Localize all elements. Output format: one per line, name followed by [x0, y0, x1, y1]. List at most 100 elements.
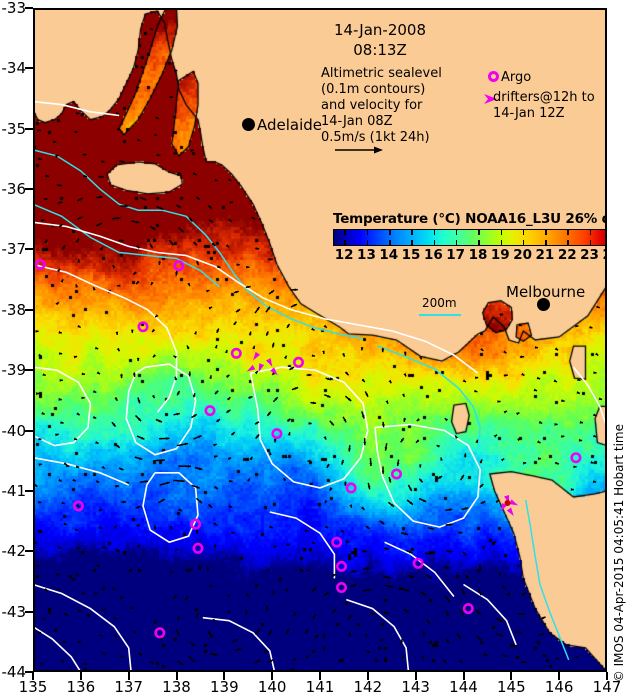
argo-float-marker [230, 347, 242, 359]
velocity-vector-head [323, 324, 327, 328]
argo-float-marker [335, 560, 347, 572]
velocity-vector-head [498, 572, 502, 576]
city-marker-adelaide [242, 118, 255, 131]
velocity-vector-head [76, 465, 80, 468]
velocity-vector-head [475, 376, 479, 380]
x-axis-tick [462, 672, 465, 680]
velocity-vector-head [385, 611, 389, 615]
velocity-vector-head [447, 598, 451, 602]
velocity-vector-head [149, 27, 153, 31]
velocity-vector-head [125, 204, 129, 208]
map-plot-area[interactable]: 14-Jan-2008 08:13Z Altimetric sealevel (0.… [33, 8, 607, 672]
y-axis-label: -43 [1, 602, 27, 621]
velocity-vector-head [367, 485, 371, 490]
velocity-vector-head [537, 457, 542, 460]
velocity-vector-head [188, 568, 192, 572]
bathymetry-legend-label: 200m [422, 296, 457, 310]
velocity-vector-head [119, 654, 124, 658]
velocity-vector-head [326, 464, 330, 468]
colorbar-tick-label: 12 [334, 247, 354, 263]
colorbar-tick [589, 230, 592, 235]
velocity-vector-head [322, 646, 326, 650]
velocity-vector-head [252, 345, 255, 349]
velocity-vector-head [101, 607, 105, 611]
velocity-vector-head [284, 588, 288, 592]
city-marker-melbourne [537, 298, 550, 311]
drifter-arrow [266, 358, 273, 367]
x-axis-tick [271, 672, 274, 680]
velocity-vector-head [593, 434, 597, 438]
velocity-vector-head [55, 433, 59, 437]
velocity-vector-head [81, 591, 85, 595]
velocity-vector-head [537, 440, 541, 443]
velocity-vector-head [366, 525, 370, 529]
argo-float-marker [462, 603, 474, 615]
velocity-vector-head [344, 482, 347, 486]
velocity-vector-head [329, 487, 333, 491]
velocity-vector-head [256, 659, 261, 663]
velocity-vector-head [176, 412, 180, 416]
velocity-vector-head [443, 659, 447, 664]
velocity-vector-head [309, 482, 314, 485]
velocity-vector-head [247, 285, 251, 289]
colorbar-ticklabels: 12131415161718192021222324 [333, 247, 607, 265]
velocity-vector-head [112, 265, 116, 269]
velocity-vector-head [517, 438, 521, 442]
velocity-vector-head [181, 479, 185, 483]
velocity-vector-head [343, 419, 347, 423]
velocity-vector-head [137, 417, 142, 422]
velocity-vector-head [365, 393, 368, 397]
velocity-vector-head [153, 525, 157, 529]
velocity-vector-head [213, 455, 218, 459]
velocity-vector-head [79, 198, 83, 201]
colorbar-tick-label: 16 [423, 247, 443, 263]
velocity-vector-head [501, 585, 505, 589]
velocity-vector-head [269, 525, 273, 529]
velocity-vector-head [54, 154, 59, 158]
velocity-vector-head [416, 439, 420, 443]
velocity-vector-head [330, 422, 334, 426]
velocity-vector-head [265, 568, 269, 572]
velocity-vector-head [307, 459, 311, 463]
velocity-vector-head [416, 418, 420, 422]
velocity-vector-head [58, 183, 62, 187]
velocity-vector-head [270, 290, 275, 294]
velocity-vector-head [158, 419, 162, 423]
colorbar-tick [522, 240, 525, 245]
velocity-vector-head [185, 597, 189, 601]
velocity-vector-head [208, 504, 212, 508]
velocity-vector-head [193, 331, 197, 335]
velocity-vector-head [40, 662, 44, 665]
x-axis-label: 143 [401, 678, 430, 696]
velocity-vector-head [245, 610, 248, 614]
velocity-vector-head [561, 399, 565, 402]
velocity-vector-head [517, 564, 521, 568]
velocity-vector-head [214, 178, 218, 182]
velocity-vector-head [575, 655, 579, 659]
velocity-vector-head [209, 583, 213, 587]
velocity-vector-head [444, 418, 449, 422]
velocity-vector-head [115, 111, 119, 115]
y-axis-label: -36 [1, 180, 27, 199]
velocity-vector-head [161, 458, 165, 462]
velocity-vector-head [402, 655, 405, 659]
velocity-vector-head [208, 205, 212, 209]
velocity-vector-head [227, 457, 232, 461]
velocity-vector-head [158, 261, 161, 265]
velocity-vector-head [503, 350, 507, 354]
velocity-vector-head [287, 418, 291, 422]
velocity-vector-head [246, 592, 250, 597]
velocity-vector-head [294, 387, 299, 390]
x-axis-label: 136 [66, 678, 96, 696]
altimetry-note: Altimetric sealevel (0.1m contours) and ve… [321, 66, 442, 146]
velocity-vector-head [231, 432, 235, 436]
velocity-vector-head [460, 611, 464, 615]
velocity-vector-head [81, 372, 85, 376]
velocity-vector-head [191, 643, 195, 647]
velocity-vector-head [449, 523, 453, 527]
colorbar-tick-label: 23 [580, 247, 599, 263]
velocity-vector-head [541, 633, 545, 636]
altimetry-line-2: (0.1m contours) [321, 82, 426, 97]
sealevel-contour [202, 616, 276, 672]
velocity-vector-head [596, 305, 600, 309]
